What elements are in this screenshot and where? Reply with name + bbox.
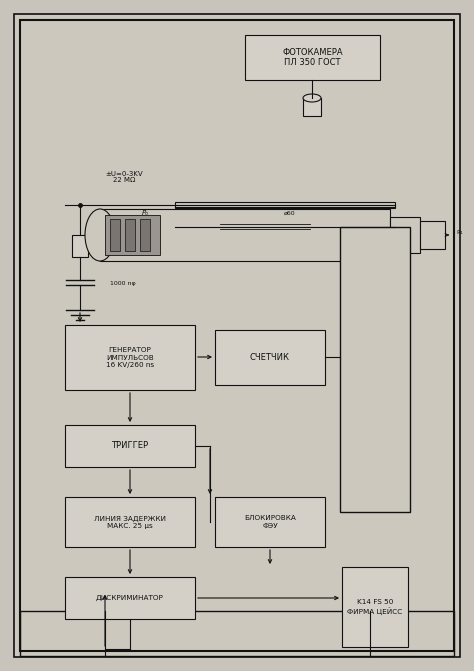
Bar	[65, 497, 195, 547]
Bar	[215, 330, 325, 385]
Bar	[303, 98, 321, 116]
Bar	[20, 611, 454, 656]
Text: ЛИНИЯ ЗАДЕРЖКИ
МАКС. 25 μs: ЛИНИЯ ЗАДЕРЖКИ МАКС. 25 μs	[94, 515, 166, 529]
Text: 1000 nφ: 1000 nφ	[110, 280, 136, 285]
Bar	[175, 202, 395, 208]
Text: ГЕНЕРАТОР
ИМПУЛЬСОВ
16 KV/260 ns: ГЕНЕРАТОР ИМПУЛЬСОВ 16 KV/260 ns	[106, 348, 154, 368]
Text: БЛОКИРОВКА
ФЭУ: БЛОКИРОВКА ФЭУ	[244, 515, 296, 529]
Bar	[390, 217, 420, 253]
Text: R₁: R₁	[456, 229, 463, 234]
Text: K14 FS 50
ФИРМА ЦЕЙСС: K14 FS 50 ФИРМА ЦЕЙСС	[347, 599, 402, 615]
Bar	[125, 219, 135, 251]
Bar	[340, 227, 410, 512]
Bar	[245, 35, 380, 80]
Bar	[110, 219, 120, 251]
Text: ø60: ø60	[284, 211, 296, 215]
Bar	[105, 215, 160, 255]
Text: ДИСКРИМИНАТОР: ДИСКРИМИНАТОР	[96, 595, 164, 601]
Text: ФОТОКАМЕРА
ПЛ 350 ГОСТ: ФОТОКАМЕРА ПЛ 350 ГОСТ	[282, 48, 343, 67]
Bar	[342, 567, 408, 647]
Bar	[100, 209, 390, 261]
Bar	[65, 425, 195, 467]
Text: ТРИГГЕР: ТРИГГЕР	[111, 442, 148, 450]
Text: СЧЕТЧИК: СЧЕТЧИК	[250, 353, 290, 362]
Bar	[72, 235, 88, 257]
Bar	[140, 219, 150, 251]
Ellipse shape	[85, 209, 115, 261]
Bar	[215, 497, 325, 547]
Ellipse shape	[303, 94, 321, 102]
Bar	[65, 577, 195, 619]
Bar	[420, 221, 445, 249]
Text: ±U=0-3KV
22 MΩ: ±U=0-3KV 22 MΩ	[105, 170, 143, 183]
Text: P₀: P₀	[142, 210, 149, 216]
Bar	[65, 325, 195, 390]
